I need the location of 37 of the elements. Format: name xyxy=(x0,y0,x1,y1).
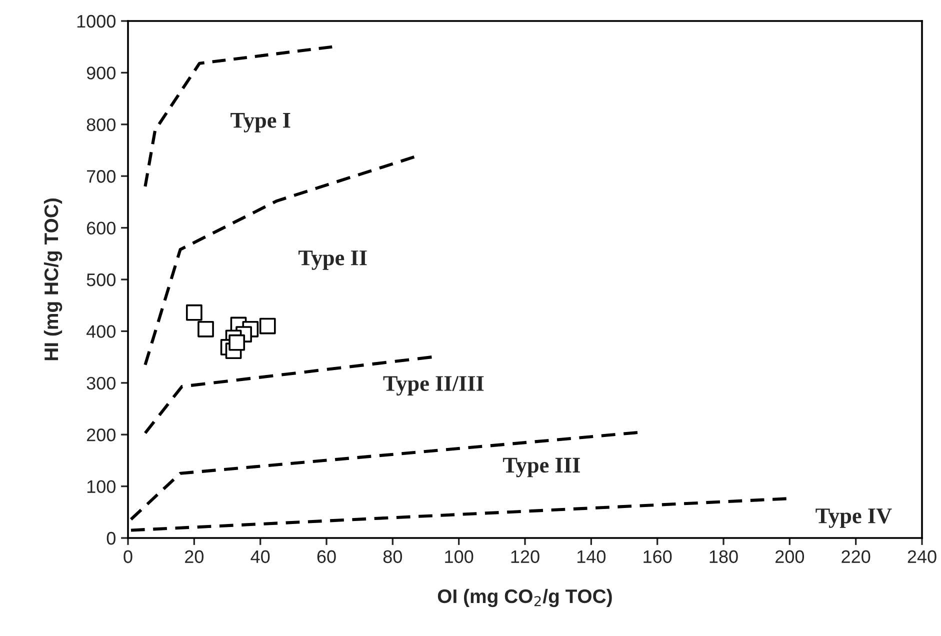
x-tick-label: 100 xyxy=(445,550,474,564)
y-tick-label: 500 xyxy=(86,273,116,286)
x-tick-label: 200 xyxy=(776,550,804,564)
annotation: Type II/III xyxy=(383,376,484,396)
y-tick-label: 400 xyxy=(86,325,116,338)
x-tick-label: 120 xyxy=(511,550,540,564)
y-tick-label: 100 xyxy=(87,480,116,494)
x-tick-label: 220 xyxy=(842,550,870,564)
annotation: Type II xyxy=(298,250,367,270)
x-tick-label: 20 xyxy=(185,550,204,564)
line-series xyxy=(144,155,416,366)
point xyxy=(198,320,214,338)
y-tick-label: 900 xyxy=(86,66,116,80)
line-series xyxy=(144,45,334,188)
x-tick-label: 80 xyxy=(383,550,402,564)
annotation: Type I xyxy=(230,113,290,132)
y-tick-label: 300 xyxy=(86,376,116,390)
x-tick-label: 240 xyxy=(908,550,936,564)
point xyxy=(228,334,246,351)
x-tick-label: 160 xyxy=(644,550,672,564)
x-tick-label: 60 xyxy=(317,550,336,564)
y-tick-label: 700 xyxy=(87,170,116,183)
y-tick-label: 600 xyxy=(86,222,116,235)
x-tick-label: 140 xyxy=(577,550,606,564)
point xyxy=(259,318,276,334)
x-axis-title: OI (mg CO$_{2}$/g TOC) xyxy=(438,588,612,608)
y-tick-label: 800 xyxy=(86,118,116,132)
x-tick-label: 0 xyxy=(124,550,132,564)
y-axis-title: HI (mg HC/g TOC) xyxy=(44,198,62,360)
point xyxy=(186,304,202,321)
annotation: Type III xyxy=(503,458,580,478)
y-tick-label: 1000 xyxy=(77,14,116,28)
y-tick-label: 200 xyxy=(86,428,116,442)
y-tick-label: 0 xyxy=(106,532,116,545)
x-tick-label: 40 xyxy=(250,550,270,564)
annotation: Type IV xyxy=(816,508,892,528)
x-tick-label: 180 xyxy=(710,550,738,564)
